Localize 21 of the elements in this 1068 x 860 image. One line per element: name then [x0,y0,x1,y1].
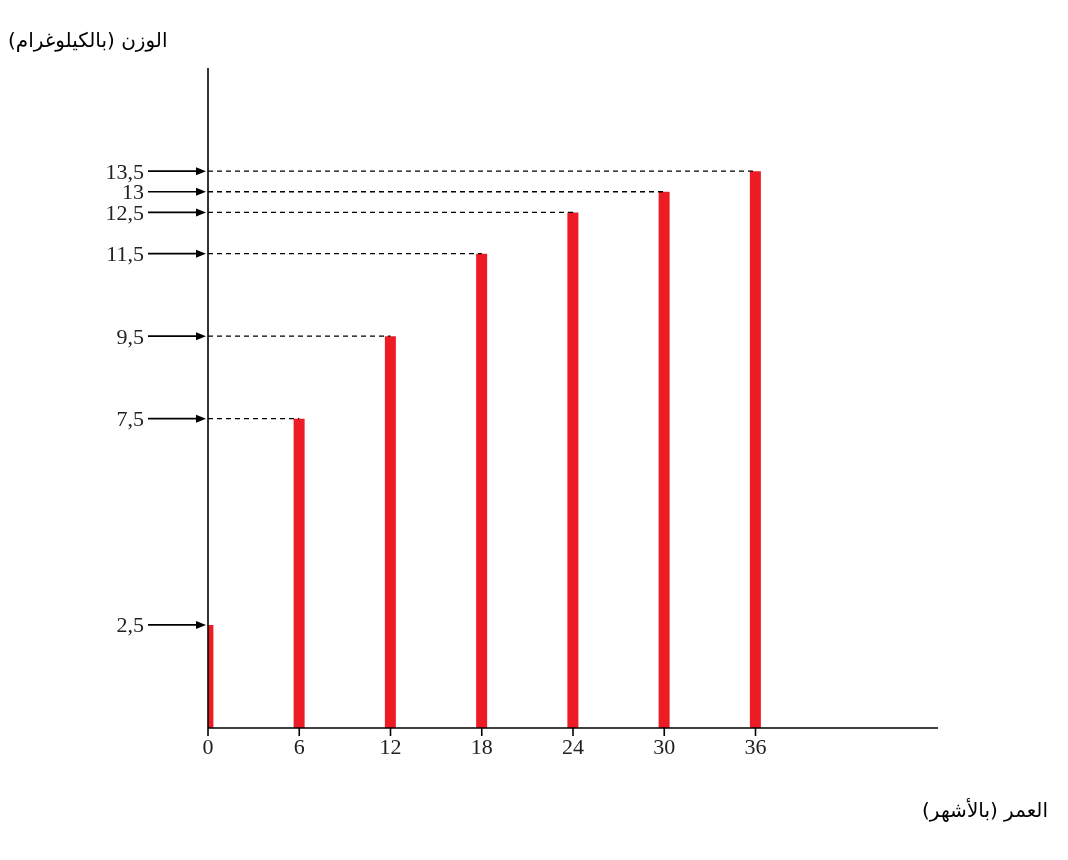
y-tick-label: 9,5 [116,323,144,349]
x-tick-label: 36 [744,733,767,759]
x-tick-label: 0 [202,733,214,759]
x-tick-label: 18 [470,733,493,759]
y-tick-label: 7,5 [116,406,144,432]
x-tick-label: 6 [293,733,305,759]
x-tick-label: 30 [653,733,676,759]
y-tick-label: 12,5 [105,199,144,225]
bar [476,253,488,728]
x-tick-label: 12 [379,733,402,759]
y-tick-label: 2,5 [116,612,144,638]
y-tick-label: 13,5 [105,158,144,184]
bar [749,171,761,728]
bar [658,191,670,728]
y-tick-label: 11,5 [106,241,144,267]
x-axis-title: العمر (بالأشهر) [922,798,1048,822]
bar [567,212,579,728]
bar [293,418,305,728]
bar [384,336,396,728]
y-axis-title: الوزن (بالكيلوغرام) [8,28,168,52]
x-tick-label: 24 [562,733,584,759]
